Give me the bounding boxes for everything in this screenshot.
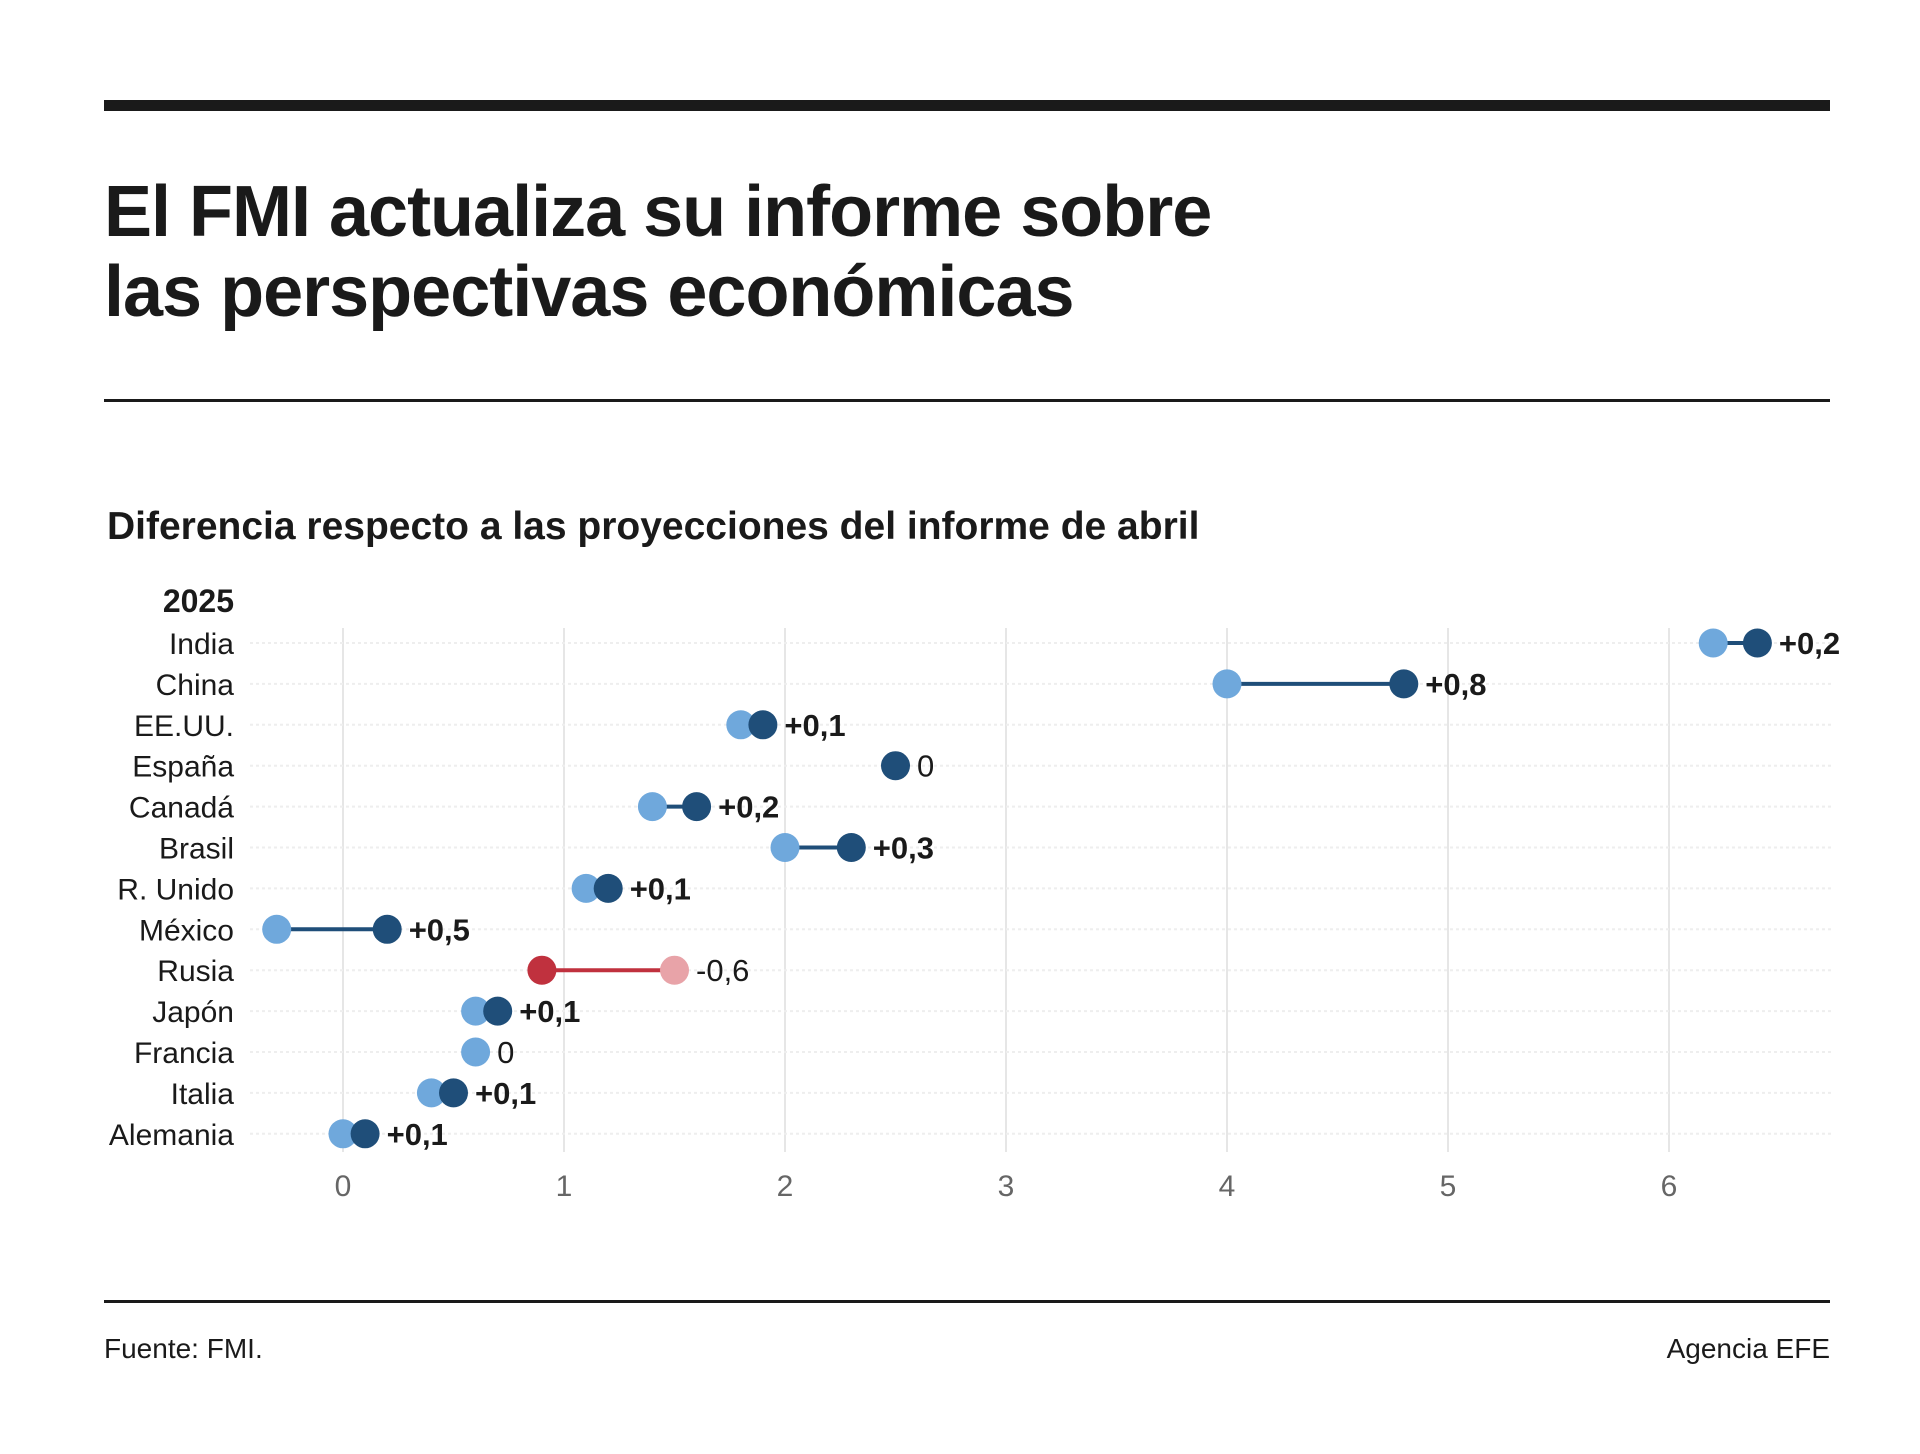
current-dot [748, 710, 778, 740]
diff-label: +0,8 [1425, 667, 1486, 702]
country-label: Francia [134, 1037, 234, 1070]
current-dot [483, 996, 513, 1026]
current-dot [836, 833, 866, 862]
marks-layer: +0,2+0,8+0,10+0,2+0,3+0,1+0,5-0,6+0,10+0… [262, 626, 1840, 1152]
title-line-1: El FMI actualiza su informe sobre [104, 172, 1212, 252]
april-dot [461, 1037, 491, 1067]
source-note: Fuente: FMI. [104, 1333, 263, 1364]
april-dot [461, 996, 491, 1026]
april-dot [637, 792, 667, 822]
country-label: Canadá [129, 792, 234, 825]
current-dot [350, 1119, 380, 1149]
country-label: España [132, 751, 234, 784]
april-dot [770, 833, 800, 862]
country-label: Japón [152, 996, 234, 1029]
country-label: Brasil [159, 833, 234, 866]
x-tick-label: 0 [335, 1170, 352, 1203]
april-dot [1698, 628, 1728, 658]
x-tick-label: 3 [998, 1170, 1015, 1203]
april-dot [726, 710, 756, 740]
title-line-2: las perspectivas económicas [104, 252, 1075, 332]
april-dot [262, 914, 292, 944]
april-dot [416, 1078, 446, 1108]
credit-note: Agencia EFE [1666, 1333, 1830, 1364]
diff-label: +0,1 [519, 994, 580, 1029]
current-dot [881, 751, 910, 781]
current-dot [439, 1078, 468, 1108]
current-dot [682, 792, 712, 822]
x-tick-label: 5 [1440, 1170, 1457, 1203]
current-dot [593, 873, 623, 903]
diff-label: +0,3 [873, 831, 934, 866]
chart-subtitle: Diferencia respecto a las proyecciones d… [107, 505, 1200, 548]
x-axis-ticks: 0 1 2 3 4 5 6 [335, 1170, 1678, 1203]
label-layer: 2025 India China EE.UU. España Canadá Brasil R… [109, 583, 234, 1152]
group-label-2025: 2025 [163, 583, 234, 619]
current-dot [372, 914, 402, 944]
country-label: EE.UU. [134, 710, 234, 743]
page-title: El FMI actualiza su informe sobre las pe… [104, 172, 1504, 332]
april-dot [571, 873, 601, 903]
country-label: Rusia [157, 955, 234, 988]
april-dot [660, 955, 689, 985]
country-label: R. Unido [117, 873, 234, 906]
diff-label: +0,1 [630, 871, 691, 906]
diff-label: -0,6 [696, 953, 749, 988]
diff-label: +0,1 [475, 1076, 536, 1111]
x-tick-label: 1 [556, 1170, 573, 1203]
diff-label: 0 [917, 749, 934, 784]
diff-label: +0,5 [409, 912, 470, 947]
x-tick-label: 2 [777, 1170, 794, 1203]
current-dot [527, 955, 557, 985]
dumbbell-chart: 2025 India China EE.UU. España Canadá Brasil R… [109, 583, 1840, 1203]
current-dot [1389, 669, 1419, 699]
country-label: China [156, 669, 235, 702]
diff-label: +0,2 [718, 790, 779, 825]
current-dot [1742, 628, 1772, 658]
top-rule [104, 100, 1830, 111]
section-rule [104, 399, 1830, 402]
diff-label: +0,1 [387, 1117, 448, 1152]
country-label: México [139, 914, 234, 947]
country-label: India [169, 628, 234, 661]
x-tick-label: 6 [1661, 1170, 1678, 1203]
diff-label: +0,1 [784, 708, 845, 743]
country-label: Alemania [109, 1119, 234, 1152]
diff-label: 0 [497, 1035, 514, 1070]
april-dot [1212, 669, 1242, 699]
april-dot [328, 1119, 358, 1149]
x-tick-label: 4 [1219, 1170, 1236, 1203]
grid-layer [250, 628, 1832, 1152]
diff-label: +0,2 [1779, 626, 1840, 661]
footer-rule [104, 1300, 1830, 1303]
country-label: Italia [171, 1078, 235, 1111]
